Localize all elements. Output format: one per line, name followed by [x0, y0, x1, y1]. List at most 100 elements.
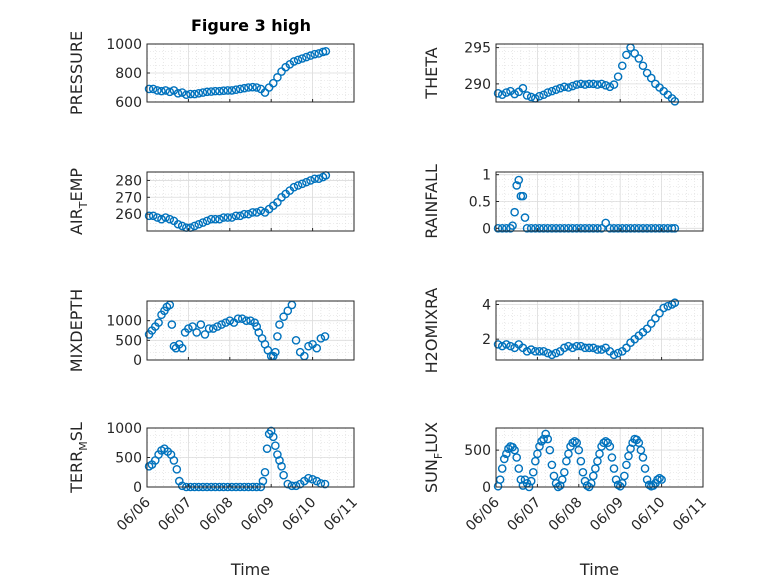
data-point [568, 224, 577, 233]
data-point [568, 343, 577, 353]
data-point [262, 444, 272, 453]
data-point [242, 316, 251, 325]
data-point [578, 467, 588, 477]
data-point [217, 320, 226, 329]
data-point [312, 476, 322, 486]
data-point [551, 348, 561, 358]
data-point [655, 473, 664, 483]
data-point [576, 456, 586, 466]
data-point [508, 221, 517, 230]
data-point [642, 324, 652, 334]
data-point [493, 224, 503, 233]
data-point [316, 334, 326, 343]
data-point [304, 473, 313, 483]
data-point [653, 475, 662, 484]
y-tick-label: 0 [482, 221, 491, 237]
data-point [518, 191, 528, 201]
data-point [622, 224, 631, 233]
data-point [289, 57, 299, 66]
data-point [659, 303, 668, 313]
data-point [638, 453, 648, 462]
data-point [495, 475, 505, 484]
y-axis-label: PRESSURE [67, 31, 86, 115]
data-point [497, 464, 507, 473]
data-point [320, 332, 330, 341]
axes-box [495, 43, 704, 103]
data-point [649, 481, 658, 490]
data-point [593, 456, 602, 466]
data-point [514, 175, 524, 185]
data-point [620, 471, 629, 481]
data-point [642, 475, 652, 484]
subplot-sun-flux: 0 500 06/06 06/07 06/08 06/09 06/10 06/11 Time SU… [422, 422, 710, 579]
data-point [597, 224, 606, 233]
x-tick-label: 06/06 [114, 494, 154, 534]
data-point [642, 68, 652, 78]
data-point [497, 90, 507, 100]
y-tick-label: 500 [115, 333, 142, 349]
data-point [283, 479, 293, 489]
data-point [568, 438, 577, 448]
data-point [167, 320, 177, 329]
data-point [572, 341, 582, 351]
data-point [582, 481, 592, 490]
data-point [502, 88, 511, 97]
data-point [188, 322, 197, 331]
data-point [626, 224, 635, 233]
y-tick-label: 0 [133, 480, 142, 496]
data-point [506, 341, 515, 351]
data-point [574, 445, 584, 455]
data-point [551, 85, 561, 94]
data-point [543, 434, 553, 444]
data-point [271, 347, 280, 357]
data-point [617, 61, 627, 71]
data-point [213, 322, 222, 331]
data-point [622, 460, 631, 470]
data-point [605, 82, 615, 92]
data-point [260, 467, 270, 477]
data-point [258, 476, 268, 486]
data-point [555, 224, 565, 233]
data-point [535, 224, 544, 233]
axes-box [146, 300, 355, 361]
x-tick-label: 06/07 [504, 495, 544, 535]
data-point [321, 46, 331, 56]
y-tick-label: 295 [464, 41, 491, 57]
data-point [194, 89, 204, 98]
data-point [211, 86, 220, 96]
axes-box [495, 300, 704, 361]
x-tick-label: 06/08 [197, 495, 237, 535]
data-point [291, 481, 301, 491]
data-point [564, 224, 573, 233]
data-point [580, 80, 590, 89]
data-point [202, 87, 212, 97]
data-point [560, 467, 569, 477]
data-point [153, 86, 162, 95]
data-point [225, 316, 235, 325]
data-point [576, 224, 586, 233]
data-point [646, 224, 656, 233]
plot-area [496, 301, 703, 360]
data-point [252, 208, 262, 217]
data-point [547, 460, 557, 470]
data-point [547, 86, 557, 96]
data-point [177, 221, 187, 231]
data-point [670, 224, 680, 233]
axes-box [146, 171, 355, 232]
data-point [659, 224, 668, 233]
data-point [591, 464, 600, 473]
data-point [277, 462, 286, 471]
data-point [522, 91, 532, 100]
data-point [202, 216, 212, 226]
data-point [206, 87, 216, 96]
data-point [148, 211, 158, 221]
data-point [273, 73, 282, 82]
data-point [144, 211, 154, 221]
data-point [239, 83, 249, 93]
data-point [526, 476, 536, 486]
y-tick-label: 0 [482, 480, 491, 496]
data-point [499, 454, 509, 464]
data-point [211, 214, 220, 224]
data-point [642, 224, 652, 233]
